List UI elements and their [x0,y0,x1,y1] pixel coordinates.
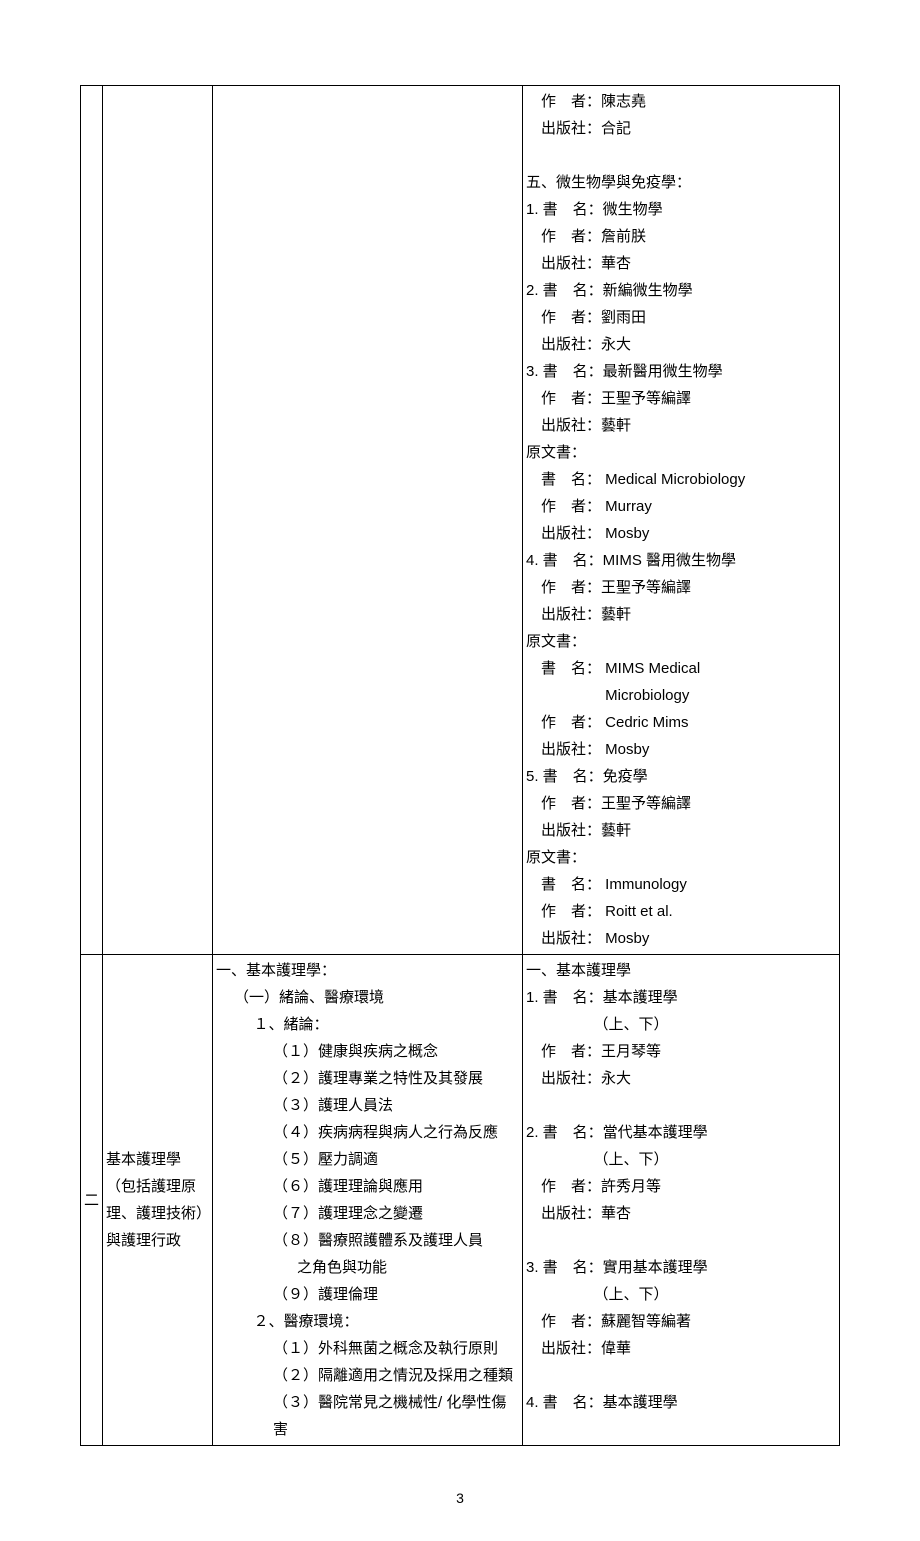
book-line: 出版社：偉華 [526,1335,836,1362]
book-line: 作 者：劉雨田 [526,304,836,331]
cell-outline-blank [213,86,523,955]
book-line: 出版社： Mosby [526,520,836,547]
outline-line: （４）疾病病程與病人之行為反應 [216,1119,519,1146]
book-line [526,1227,836,1254]
book-line: 作 者：王聖予等編譯 [526,790,836,817]
book-line: 作 者：王月琴等 [526,1038,836,1065]
outline-line: （８）醫療照護體系及護理人員 [216,1227,519,1254]
book-line: （上、下） [526,1011,836,1038]
book-line: 書 名： Medical Microbiology [526,466,836,493]
book-line: 書 名： MIMS Medical [526,655,836,682]
cell-subject-2: 基本護理學（包括護理原理、護理技術）與護理行政 [103,955,213,1446]
outline-line: （３）醫院常見之機械性/ 化學性傷害 [216,1389,519,1443]
outline-line: １、緒論： [216,1011,519,1038]
table-row-continuation: 作 者：陳志堯 出版社：合記 五、微生物學與免疫學：1. 書 名：微生物學 作 … [81,86,840,955]
outline-line: （３）護理人員法 [216,1092,519,1119]
outline-line: （１）外科無菌之概念及執行原則 [216,1335,519,1362]
outline-line: （７）護理理念之變遷 [216,1200,519,1227]
cell-books-row1: 作 者：陳志堯 出版社：合記 五、微生物學與免疫學：1. 書 名：微生物學 作 … [523,86,840,955]
book-line: 3. 書 名：最新醫用微生物學 [526,358,836,385]
book-line: 4. 書 名：基本護理學 [526,1389,836,1416]
book-line: （上、下） [526,1146,836,1173]
cell-subject-blank [103,86,213,955]
book-line: 作 者：許秀月等 [526,1173,836,1200]
curriculum-table: 作 者：陳志堯 出版社：合記 五、微生物學與免疫學：1. 書 名：微生物學 作 … [80,85,840,1446]
book-line: 書 名： Immunology [526,871,836,898]
book-line: 出版社：藝軒 [526,817,836,844]
book-line: 出版社：華杏 [526,250,836,277]
book-line: 出版社：華杏 [526,1200,836,1227]
cell-outline-2: 一、基本護理學：（一）緒論、醫療環境１、緒論：（１）健康與疾病之概念（２）護理專… [213,955,523,1446]
book-line: 作 者：王聖予等編譯 [526,574,836,601]
book-line: 1. 書 名：基本護理學 [526,984,836,1011]
book-line: 出版社：永大 [526,331,836,358]
book-line: 作 者：蘇麗智等編著 [526,1308,836,1335]
cell-num-2: 二 [81,955,103,1446]
book-line: 作 者：詹前朕 [526,223,836,250]
book-line: Microbiology [526,682,836,709]
book-line [526,142,836,169]
table-row-subject2: 二 基本護理學（包括護理原理、護理技術）與護理行政 一、基本護理學：（一）緒論、… [81,955,840,1446]
outline-line: （６）護理理論與應用 [216,1173,519,1200]
book-line: 4. 書 名：MIMS 醫用微生物學 [526,547,836,574]
book-line: 2. 書 名：新編微生物學 [526,277,836,304]
book-line: 1. 書 名：微生物學 [526,196,836,223]
book-line [526,1362,836,1389]
book-line: 作 者： Cedric Mims [526,709,836,736]
book-line: 出版社：藝軒 [526,412,836,439]
page-number: 3 [80,1486,840,1511]
book-line [526,1092,836,1119]
book-line: 作 者： Roitt et al. [526,898,836,925]
book-line: 一、基本護理學 [526,957,836,984]
book-line: 出版社：永大 [526,1065,836,1092]
book-line: 出版社： Mosby [526,736,836,763]
cell-num-blank [81,86,103,955]
book-line: 原文書： [526,439,836,466]
outline-line: 之角色與功能 [216,1254,519,1281]
book-line: 出版社：藝軒 [526,601,836,628]
book-line: 五、微生物學與免疫學： [526,169,836,196]
book-line: 3. 書 名：實用基本護理學 [526,1254,836,1281]
outline-line: （１）健康與疾病之概念 [216,1038,519,1065]
book-line: 作 者：王聖予等編譯 [526,385,836,412]
book-line: 作 者：陳志堯 [526,88,836,115]
book-line: 原文書： [526,844,836,871]
outline-line: ２、醫療環境： [216,1308,519,1335]
outline-line: （２）護理專業之特性及其發展 [216,1065,519,1092]
book-line: 出版社：合記 [526,115,836,142]
outline-line: 一、基本護理學： [216,957,519,984]
outline-line: （一）緒論、醫療環境 [216,984,519,1011]
outline-line: （５）壓力調適 [216,1146,519,1173]
book-line: 5. 書 名：免疫學 [526,763,836,790]
outline-line: （２）隔離適用之情況及採用之種類 [216,1362,519,1389]
cell-books-row2: 一、基本護理學1. 書 名：基本護理學 （上、下） 作 者：王月琴等 出版社：永… [523,955,840,1446]
book-line: 出版社： Mosby [526,925,836,952]
book-line: 作 者： Murray [526,493,836,520]
book-line: 原文書： [526,628,836,655]
book-line: 2. 書 名：當代基本護理學 [526,1119,836,1146]
